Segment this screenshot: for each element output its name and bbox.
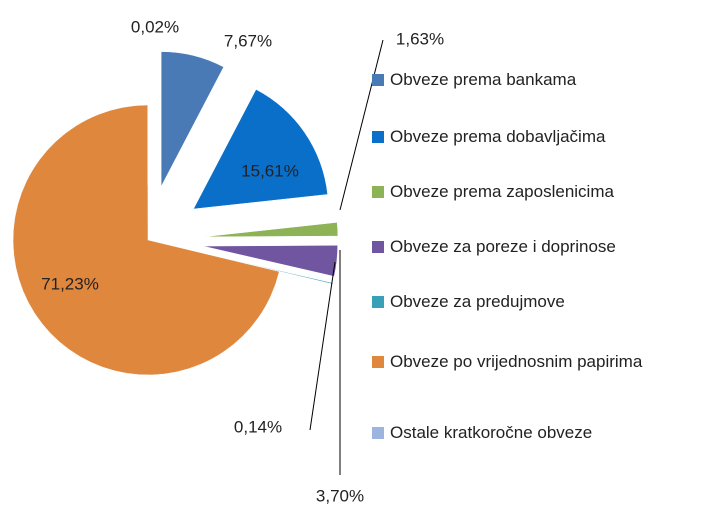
data-label: 71,23%: [41, 274, 99, 293]
data-label: 7,67%: [224, 31, 272, 50]
pie-slice: [201, 252, 334, 285]
legend-item: Obveze za predujmove: [372, 291, 709, 313]
legend-swatch: [372, 186, 384, 198]
data-label: 15,61%: [241, 161, 299, 180]
pie-slice: [193, 89, 328, 210]
legend-label: Obveze prema dobavljačima: [390, 127, 606, 146]
legend-item: Obveze za poreze i doprinose: [372, 236, 709, 258]
legend-item: Obveze prema zaposlenicima: [372, 181, 709, 203]
legend-label: Obveze prema zaposlenicima: [390, 182, 614, 201]
pie-slice: [202, 245, 338, 277]
leader-line: [309, 261, 336, 431]
legend-label: Obveze za predujmove: [390, 292, 565, 311]
pie-slice: [160, 51, 225, 187]
legend-swatch: [372, 241, 384, 253]
legend-swatch: [372, 131, 384, 143]
legend-swatch: [372, 427, 384, 439]
leader-line: [339, 39, 384, 211]
legend-swatch: [372, 296, 384, 308]
data-label: 1,63%: [396, 29, 444, 48]
legend-swatch: [372, 356, 384, 368]
legend-item: Obveze prema bankama: [372, 69, 709, 91]
legend-label: Obveze po vrijednosnim papirima: [390, 352, 643, 371]
legend-item: Ostale kratkoročne obveze: [372, 422, 709, 444]
data-label: 0,02%: [131, 17, 179, 36]
legend-item: Obveze po vrijednosnim papirima: [372, 351, 709, 373]
pie-slice: [12, 104, 280, 376]
data-label: 3,70%: [316, 486, 364, 505]
legend-swatch: [372, 74, 384, 86]
legend-label: Obveze za poreze i doprinose: [390, 237, 616, 256]
legend-label: Ostale kratkoročne obveze: [390, 423, 593, 442]
pie-slice: [202, 222, 339, 238]
data-label: 0,14%: [234, 417, 282, 436]
legend-item: Obveze prema dobavljačima: [372, 126, 709, 148]
legend-label: Obveze prema bankama: [390, 70, 577, 89]
